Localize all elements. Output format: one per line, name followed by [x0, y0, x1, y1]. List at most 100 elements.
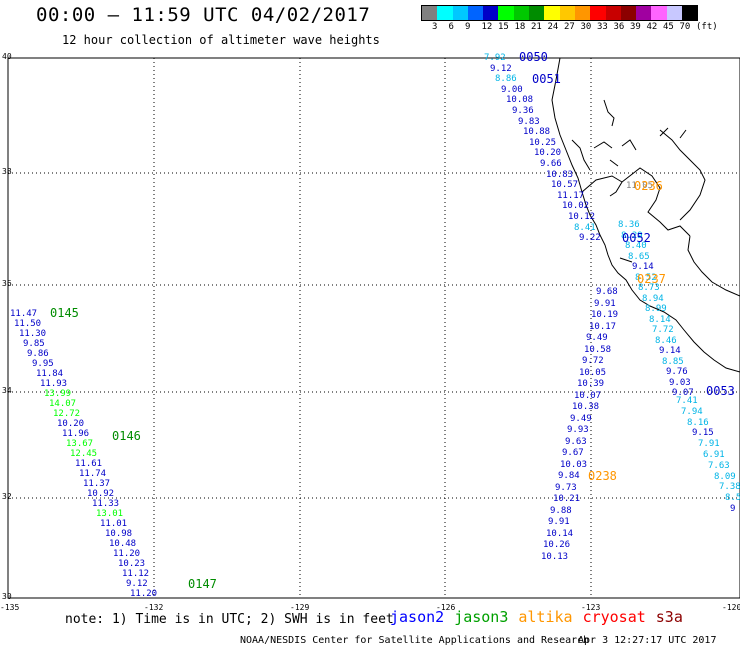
legend-label: 27	[564, 22, 575, 32]
swh-value: 8.5	[725, 493, 740, 503]
legend-label: 42	[646, 22, 658, 32]
swh-value: 8.86	[495, 74, 517, 84]
swh-value: 8.46	[655, 336, 677, 346]
track-id-label: 0050	[519, 50, 548, 64]
swh-value: 12.45	[70, 449, 98, 459]
lon-label: -123	[581, 603, 601, 612]
swh-value: 7.72	[652, 325, 674, 335]
legend-label: 9	[465, 22, 471, 32]
legend-swatch	[513, 6, 530, 20]
swh-value: 9.68	[596, 287, 618, 297]
swh-value: 9.83	[518, 117, 540, 127]
swh-value: 8.94	[642, 294, 664, 304]
swh-value: 11.20	[130, 589, 158, 599]
legend-swatch	[452, 6, 468, 20]
swh-value: 9.73	[555, 483, 577, 493]
swh-value: 8.09	[714, 472, 736, 482]
swh-value: 8.65	[628, 252, 650, 262]
swh-value: 10.92	[87, 489, 115, 499]
legend-swatch	[682, 6, 698, 20]
legend-swatch	[590, 6, 606, 20]
swh-value: 11.47	[10, 309, 38, 319]
swh-value: 10.12	[568, 212, 596, 222]
track-id-label: 0147	[188, 577, 217, 591]
swh-value: 9.66	[540, 159, 562, 169]
swh-value: 9.49	[570, 414, 592, 424]
swh-value: 9.14	[632, 262, 654, 272]
swh-value: 11.74	[79, 469, 107, 479]
legend-label: 36	[613, 22, 625, 32]
swh-value: 12.72	[53, 409, 81, 419]
lon-label: -126	[436, 603, 456, 612]
swh-value: 10.03	[560, 460, 588, 470]
swh-value: 9.86	[27, 349, 49, 359]
swh-value: 9.14	[659, 346, 681, 356]
swh-value: 9.07	[672, 388, 694, 398]
swh-value: 11.61	[75, 459, 103, 469]
satellite-name: altika	[518, 608, 573, 626]
swh-value: 10.25	[529, 138, 557, 148]
legend-label: 39	[630, 22, 641, 32]
satellite-name: jason3	[454, 608, 509, 626]
swh-value: 11.01	[100, 519, 128, 529]
swh-value: 10.88	[523, 127, 551, 137]
swh-value: 8.85	[662, 357, 684, 367]
legend-label: (ft)	[696, 22, 718, 32]
legend-label: 6	[448, 22, 454, 32]
legend-swatch	[574, 6, 591, 20]
legend-label: 3	[432, 22, 438, 32]
swh-value: 7.38	[719, 482, 740, 492]
swh-value: 9.88	[550, 506, 572, 516]
swh-value: 13.67	[66, 439, 94, 449]
swh-value: 8.29	[621, 231, 643, 241]
legend-swatch	[498, 6, 514, 20]
swh-value: 9.03	[669, 378, 691, 388]
swh-value: 9	[730, 504, 736, 514]
track-id-label: 0051	[532, 72, 561, 86]
color-legend	[421, 5, 699, 21]
swh-value: 10.14	[546, 529, 574, 539]
lat-label: 34	[2, 386, 12, 395]
swh-value: 11.12	[122, 569, 150, 579]
legend-label: 21	[531, 22, 542, 32]
lat-label: 30	[2, 592, 12, 601]
color-legend-labels: 3 6 9 12 15 18 21 24 27 30 33 36 39 42 45 70 (ft)	[421, 22, 740, 32]
swh-value: 11.96	[62, 429, 90, 439]
swh-value: 9.93	[567, 425, 589, 435]
map-frame	[7, 57, 740, 599]
swh-value: 9.85	[23, 339, 45, 349]
swh-value: 10.07	[574, 391, 602, 401]
swh-value: 10.20	[534, 148, 562, 158]
swh-value: 9.12	[126, 579, 148, 589]
swh-value: 14.07	[49, 399, 77, 409]
swh-value: 11.20	[113, 549, 141, 559]
track-id-label: 0053	[706, 384, 735, 398]
credit-line: NOAA/NESDIS Center for Satellite Applica…	[240, 635, 590, 646]
swh-value: 9.12	[490, 64, 512, 74]
lon-label: -135	[0, 603, 20, 612]
swh-value: 7.63	[708, 461, 730, 471]
swh-value: 11.37	[83, 479, 111, 489]
legend-label: 12	[481, 22, 493, 32]
swh-value: 9.63	[565, 437, 587, 447]
swh-value: 9.84	[558, 471, 580, 481]
swh-value: 11.50	[14, 319, 42, 329]
swh-value: 6.91	[703, 450, 725, 460]
swh-value: 10.38	[572, 402, 600, 412]
lon-label: -132	[144, 603, 164, 612]
swh-value: 10.17	[589, 322, 617, 332]
swh-value: 10.05	[579, 368, 607, 378]
legend-swatch	[529, 6, 545, 20]
coastline-detail	[571, 139, 637, 171]
legend-label: 18	[514, 22, 526, 32]
legend-swatch	[437, 6, 453, 20]
legend-label: 30	[580, 22, 592, 32]
legend-swatch	[605, 6, 621, 20]
swh-value: 10.48	[109, 539, 137, 549]
swh-value: 10.13	[541, 552, 569, 562]
swh-value: 10.08	[506, 95, 534, 105]
legend-label: 24	[547, 22, 559, 32]
swh-value: 9.67	[562, 448, 584, 458]
satellite-name: s3a	[655, 608, 683, 626]
